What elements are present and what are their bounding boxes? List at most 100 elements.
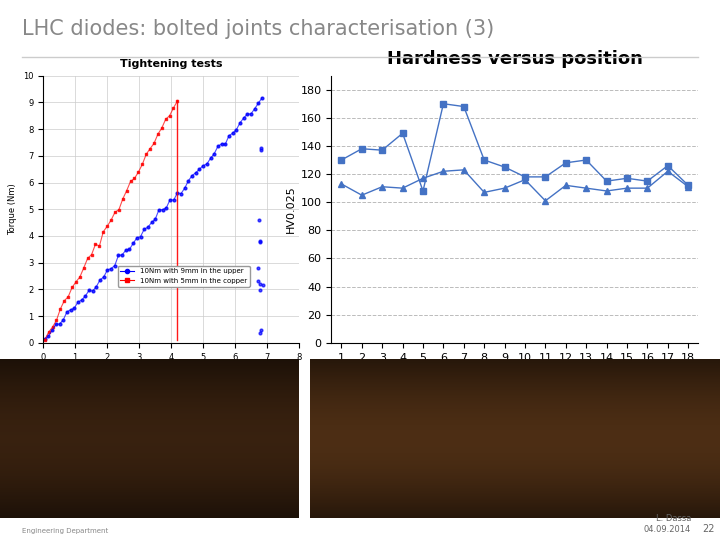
Point (253, 264, 264, 273)
Point (253, 99, 264, 107)
Point (164, 111, 176, 120)
Point (168, 104, 179, 112)
Point (246, 110, 257, 118)
Point (183, 177, 194, 185)
Point (121, 186, 132, 195)
Title: Hardness versus position: Hardness versus position (387, 50, 643, 69)
Point (50, 320, 62, 329)
Legend: 10Nm with 9mm in the upper, 10Nm with 5mm in the copper: 10Nm with 9mm in the upper, 10Nm with 5m… (117, 266, 250, 287)
Point (63, 293, 74, 301)
Point (179, 184, 191, 192)
Point (255, 144, 266, 152)
Point (61, 308, 73, 316)
Point (117, 194, 129, 203)
Point (94, 242, 105, 251)
Point (131, 234, 143, 242)
Point (253, 215, 265, 224)
Point (142, 223, 153, 232)
Point (255, 146, 266, 154)
Title: Tightening tests: Tightening tests (120, 59, 222, 69)
Point (138, 225, 150, 233)
Point (197, 161, 209, 170)
Point (194, 165, 205, 173)
Point (161, 204, 172, 212)
Point (109, 261, 120, 270)
Point (153, 205, 165, 214)
Point (168, 196, 179, 205)
Point (42, 332, 54, 340)
Point (124, 245, 135, 254)
Point (234, 119, 246, 127)
Point (148, 139, 160, 148)
Point (146, 218, 158, 227)
Point (91, 282, 102, 291)
Point (144, 144, 156, 153)
Point (78, 264, 89, 272)
Point (129, 174, 140, 183)
Point (47, 323, 58, 332)
Point (160, 115, 171, 124)
Point (230, 125, 242, 134)
Point (113, 251, 125, 260)
Point (55, 305, 66, 313)
Point (132, 168, 144, 177)
Point (171, 188, 183, 197)
Point (256, 326, 267, 334)
Point (140, 150, 152, 159)
Text: 22: 22 (702, 523, 714, 534)
Point (175, 189, 186, 198)
Point (256, 93, 268, 102)
Point (208, 150, 220, 158)
Point (201, 160, 212, 168)
Point (43, 328, 55, 336)
Point (87, 287, 99, 295)
Point (113, 205, 125, 214)
Text: Engineering Department: Engineering Department (22, 528, 108, 534)
Point (255, 286, 266, 295)
Point (39, 335, 50, 344)
Point (71, 278, 82, 286)
Point (105, 216, 117, 225)
Point (97, 227, 109, 236)
Text: LHC diodes: bolted joints characterisation (3): LHC diodes: bolted joints characterisati… (22, 19, 494, 39)
Point (258, 281, 269, 289)
Point (204, 154, 216, 163)
Point (72, 298, 84, 306)
Point (102, 222, 113, 231)
Point (157, 205, 168, 214)
Point (171, 97, 183, 105)
Point (50, 316, 62, 325)
Point (79, 292, 91, 300)
Point (253, 276, 264, 285)
Point (212, 142, 224, 151)
X-axis label: Compression Force [kN]: Compression Force [kN] (120, 367, 222, 376)
Point (223, 131, 235, 140)
Point (216, 139, 228, 148)
Text: L. Dassa
04.09.2014: L. Dassa 04.09.2014 (644, 514, 691, 534)
Point (254, 280, 266, 288)
Point (150, 215, 161, 224)
Point (137, 160, 148, 168)
Point (249, 104, 261, 113)
Point (39, 334, 50, 343)
Point (242, 110, 253, 118)
Point (127, 239, 139, 248)
Y-axis label: Torque (Nm): Torque (Nm) (9, 184, 17, 235)
Point (238, 114, 249, 123)
Point (125, 177, 136, 186)
Point (76, 296, 87, 305)
Point (190, 168, 202, 177)
Point (164, 195, 176, 204)
Point (98, 273, 109, 281)
Point (102, 266, 113, 274)
Point (66, 283, 78, 292)
Point (254, 237, 266, 245)
Point (82, 254, 94, 262)
Point (117, 251, 128, 259)
Point (86, 250, 97, 259)
Point (68, 304, 80, 313)
Point (227, 129, 238, 138)
Point (65, 306, 76, 314)
Point (135, 232, 146, 241)
Point (105, 264, 117, 273)
